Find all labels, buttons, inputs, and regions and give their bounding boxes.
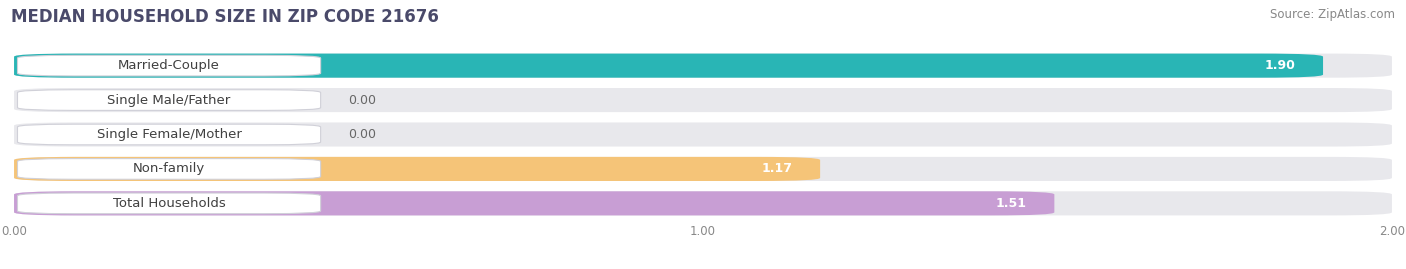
Text: Non-family: Non-family (134, 162, 205, 175)
FancyBboxPatch shape (17, 90, 321, 110)
Text: Single Female/Mother: Single Female/Mother (97, 128, 242, 141)
FancyBboxPatch shape (17, 159, 321, 179)
Text: 1.17: 1.17 (762, 162, 793, 175)
FancyBboxPatch shape (14, 54, 1323, 78)
FancyBboxPatch shape (17, 55, 321, 76)
Text: Total Households: Total Households (112, 197, 225, 210)
Text: MEDIAN HOUSEHOLD SIZE IN ZIP CODE 21676: MEDIAN HOUSEHOLD SIZE IN ZIP CODE 21676 (11, 8, 439, 26)
FancyBboxPatch shape (14, 122, 1392, 147)
Text: 0.00: 0.00 (349, 128, 377, 141)
Text: 0.00: 0.00 (349, 94, 377, 107)
FancyBboxPatch shape (14, 54, 1392, 78)
FancyBboxPatch shape (14, 157, 1392, 181)
FancyBboxPatch shape (14, 191, 1054, 215)
Text: 1.90: 1.90 (1264, 59, 1295, 72)
Text: Married-Couple: Married-Couple (118, 59, 219, 72)
Text: Single Male/Father: Single Male/Father (107, 94, 231, 107)
FancyBboxPatch shape (17, 193, 321, 214)
FancyBboxPatch shape (14, 191, 1392, 215)
FancyBboxPatch shape (14, 157, 820, 181)
Text: Source: ZipAtlas.com: Source: ZipAtlas.com (1270, 8, 1395, 21)
FancyBboxPatch shape (17, 124, 321, 145)
Text: 1.51: 1.51 (995, 197, 1026, 210)
FancyBboxPatch shape (14, 88, 1392, 112)
